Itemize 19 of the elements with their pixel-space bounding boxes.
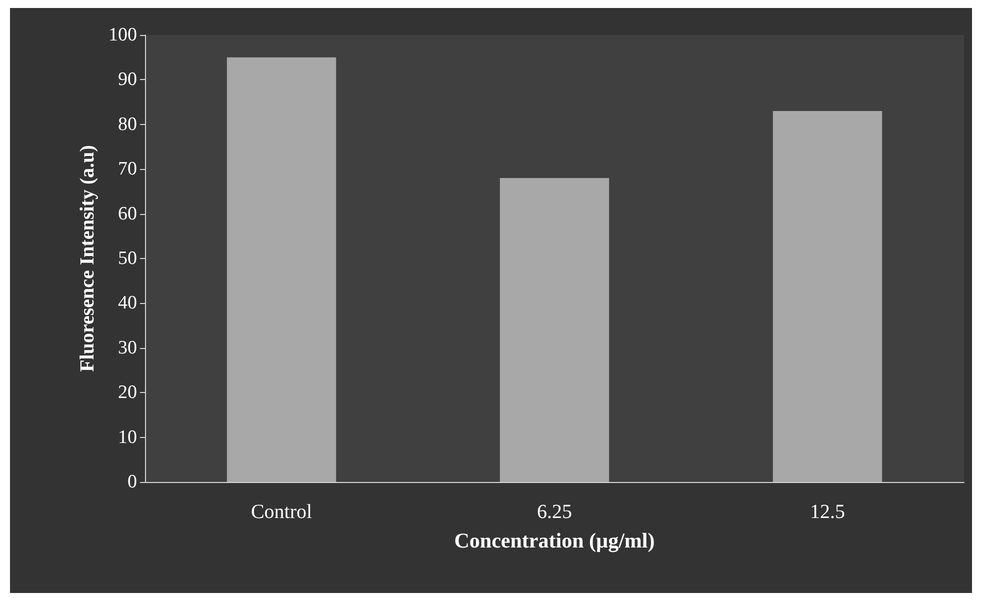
- y-tick-label: 30: [118, 337, 137, 358]
- y-tick-label: 100: [108, 24, 137, 46]
- y-tick-label: 50: [118, 248, 137, 269]
- y-tick-label: 60: [118, 203, 137, 224]
- y-tick-label: 80: [118, 114, 137, 135]
- bar: [226, 57, 336, 482]
- x-tick-label: Control: [250, 501, 312, 523]
- y-tick-label: 20: [118, 382, 137, 404]
- y-tick-label: 0: [128, 472, 137, 492]
- y-axis-title: Fluoresence Intensity (a.u): [76, 145, 99, 372]
- y-tick-label: 40: [118, 292, 137, 314]
- y-tick-label: 90: [118, 69, 137, 90]
- x-axis-title: Concentration (µg/ml): [454, 528, 655, 552]
- bar: [500, 178, 610, 482]
- y-tick-label: 10: [118, 426, 137, 448]
- x-tick-label: 6.25: [537, 501, 572, 523]
- x-tick-label: 12.5: [810, 501, 845, 523]
- bar: [772, 110, 882, 482]
- y-tick-label: 70: [118, 158, 137, 180]
